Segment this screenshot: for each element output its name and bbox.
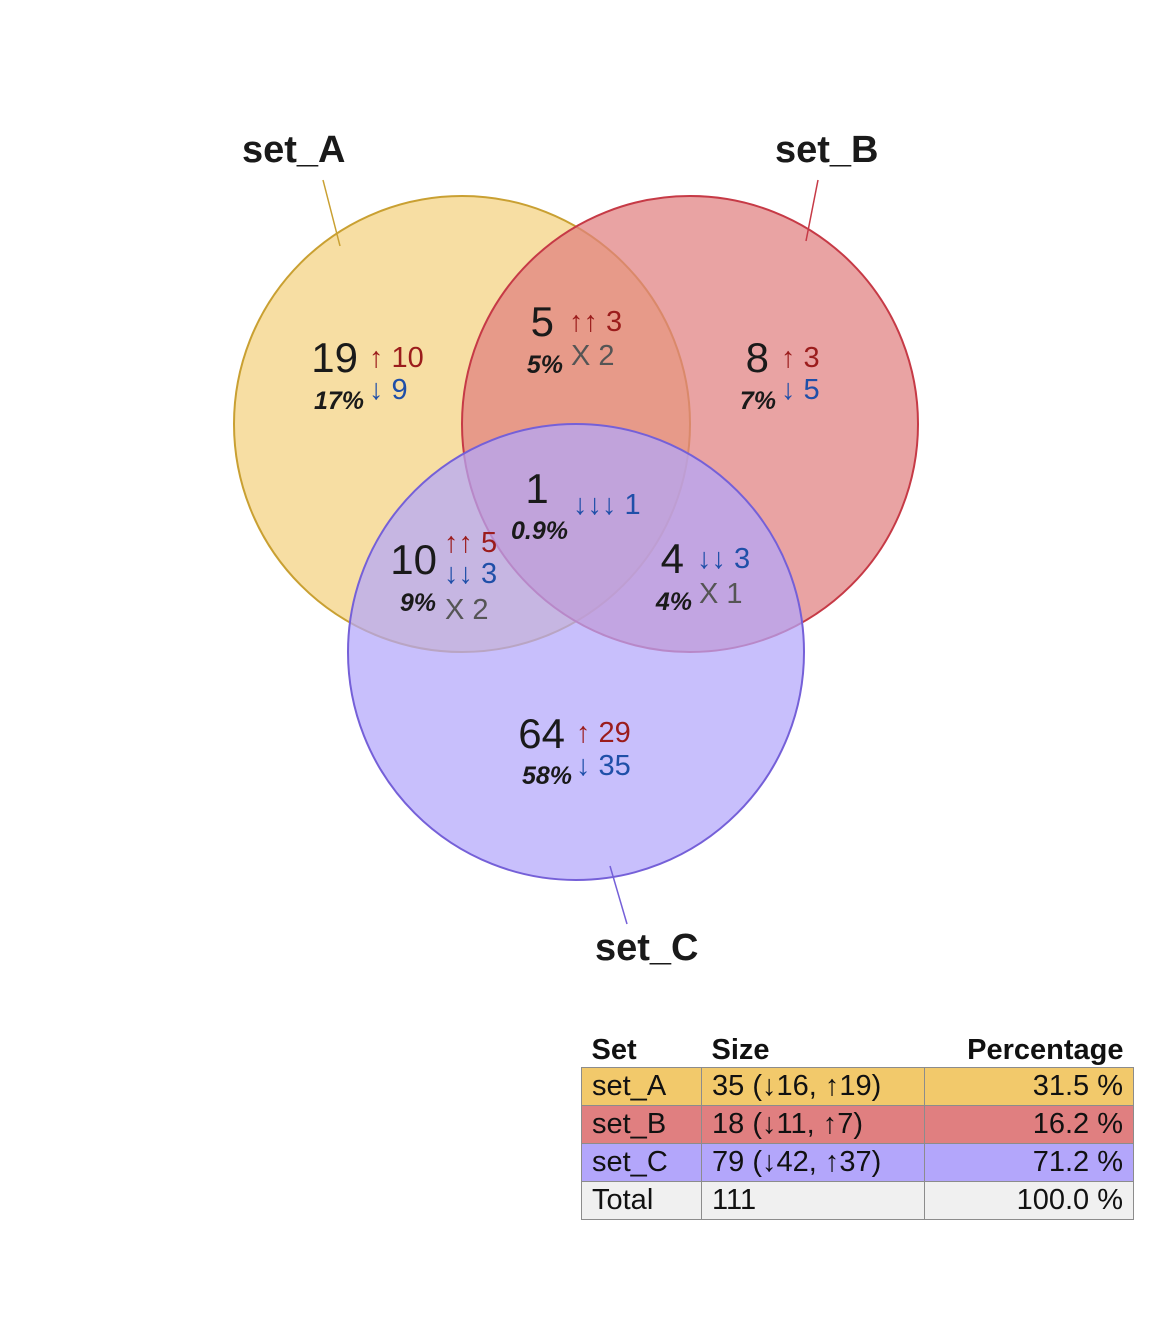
region-abc-count: 1 bbox=[525, 465, 548, 512]
cell-set: set_B bbox=[581, 1105, 702, 1144]
region-ab-pct: 5% bbox=[527, 351, 563, 379]
region-bc-pct: 4% bbox=[655, 588, 692, 616]
set-c-title: set_C bbox=[595, 927, 699, 969]
cell-percentage: 16.2 % bbox=[924, 1105, 1134, 1144]
region-ac-mixed: X 2 bbox=[445, 594, 489, 626]
region-b-down: ↓ 5 bbox=[781, 374, 820, 406]
circle-set-c bbox=[347, 423, 805, 881]
summary-table: Set Size Percentage set_A 35 (↓16, ↑19) 31… bbox=[581, 1027, 1134, 1220]
cell-percentage: 71.2 % bbox=[924, 1143, 1134, 1182]
leader-line-set-b bbox=[805, 179, 819, 242]
cell-size: 79 (↓42, ↑37) bbox=[701, 1143, 925, 1182]
set-a-title: set_A bbox=[242, 129, 346, 171]
region-ab-mixed: X 2 bbox=[571, 340, 615, 372]
region-a-pct: 17% bbox=[314, 387, 364, 415]
cell-set: Total bbox=[581, 1181, 702, 1220]
region-ac-pct: 9% bbox=[400, 589, 436, 617]
table-row: set_B 18 (↓11, ↑7) 16.2 % bbox=[581, 1105, 1134, 1144]
region-bc-count: 4 bbox=[661, 535, 684, 582]
region-ac-down: ↓↓ 3 bbox=[444, 558, 497, 590]
cell-set: set_C bbox=[581, 1143, 702, 1182]
region-c-pct: 58% bbox=[522, 762, 572, 790]
region-ab-up: ↑↑ 3 bbox=[569, 306, 622, 338]
set-b-title: set_B bbox=[775, 129, 879, 171]
table-row: set_C 79 (↓42, ↑37) 71.2 % bbox=[581, 1143, 1134, 1182]
header-percentage: Percentage bbox=[967, 1034, 1124, 1066]
leader-line-set-c bbox=[609, 865, 628, 925]
leader-line-set-a bbox=[322, 179, 341, 247]
region-bc-down: ↓↓ 3 bbox=[697, 543, 750, 575]
region-c-down: ↓ 35 bbox=[576, 750, 631, 782]
cell-percentage: 31.5 % bbox=[924, 1067, 1134, 1106]
cell-size: 35 (↓16, ↑19) bbox=[701, 1067, 925, 1106]
region-a-up: ↑ 10 bbox=[369, 342, 424, 374]
header-set: Set bbox=[591, 1034, 637, 1066]
venn-diagram: set_A set_B set_C 19 ↑ 10 17% ↓ 9 8 ↑ 3 … bbox=[233, 129, 919, 969]
region-b-pct: 7% bbox=[740, 387, 776, 415]
region-b-count: 8 bbox=[746, 334, 769, 381]
table-row: set_A 35 (↓16, ↑19) 31.5 % bbox=[581, 1067, 1134, 1106]
region-ac-up: ↑↑ 5 bbox=[444, 527, 497, 559]
cell-size: 111 bbox=[701, 1181, 925, 1220]
region-ac-count: 10 bbox=[390, 536, 437, 583]
header-size: Size bbox=[711, 1034, 770, 1066]
region-b-up: ↑ 3 bbox=[781, 342, 820, 374]
region-abc-down: ↓↓↓ 1 bbox=[573, 489, 641, 521]
region-abc-pct: 0.9% bbox=[511, 517, 568, 545]
region-a-count: 19 bbox=[311, 334, 358, 381]
region-c-count: 64 bbox=[518, 710, 565, 757]
cell-size: 18 (↓11, ↑7) bbox=[701, 1105, 925, 1144]
region-c-up: ↑ 29 bbox=[576, 717, 631, 749]
table-row: Total 111 100.0 % bbox=[581, 1181, 1134, 1220]
cell-set: set_A bbox=[581, 1067, 702, 1106]
region-ab-count: 5 bbox=[531, 298, 554, 345]
summary-table-header: Set Size Percentage bbox=[582, 1027, 1134, 1068]
region-a-down: ↓ 9 bbox=[369, 374, 408, 406]
cell-percentage: 100.0 % bbox=[924, 1181, 1134, 1220]
region-bc-mixed: X 1 bbox=[699, 578, 743, 610]
